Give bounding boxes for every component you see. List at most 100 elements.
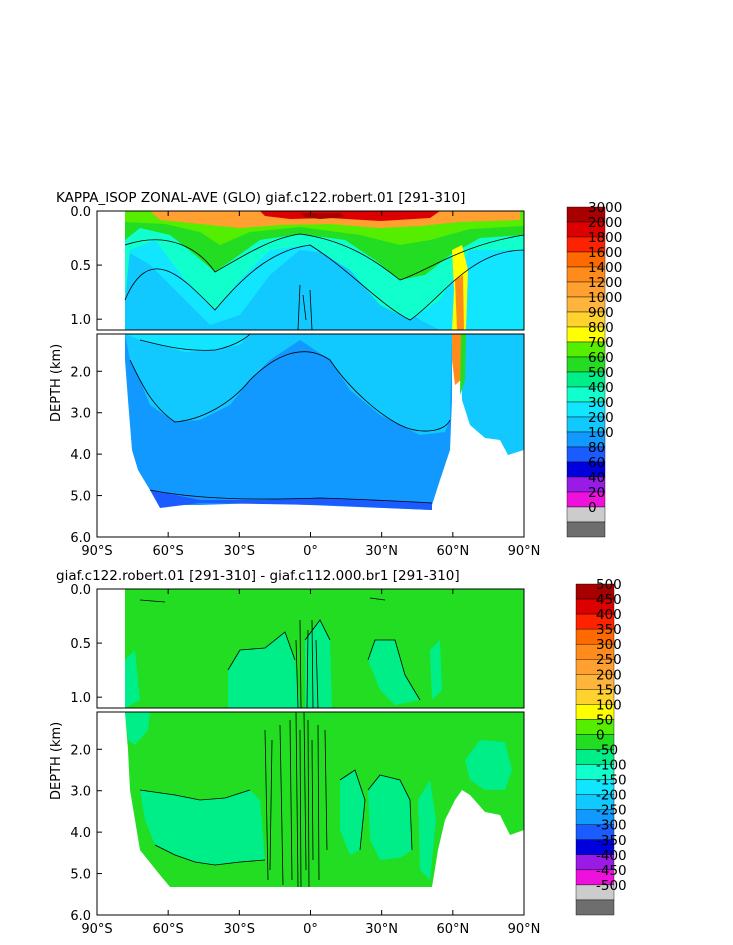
colorbar-label: 80 (588, 440, 605, 456)
x-tick-label: 90°S (81, 922, 112, 937)
colorbar-label: 20 (588, 485, 605, 501)
x-tick-label: 60°N (436, 922, 469, 937)
colorbar-label: 60 (588, 455, 605, 471)
bottom-lower-cyan-5 (125, 712, 150, 745)
colorbar-label: -350 (596, 833, 627, 849)
x-tick-label: 90°N (508, 544, 541, 559)
colorbar-label: 400 (596, 607, 622, 623)
colorbar-swatch (575, 899, 615, 916)
top-upper-field (97, 211, 524, 330)
bottom-lower-cyan-4 (418, 780, 436, 880)
y-tick-label: 1.0 (70, 691, 91, 706)
y-tick-label: 0.5 (70, 637, 91, 652)
x-tick-label: 60°S (153, 922, 184, 937)
y-tick-label: 0.0 (70, 583, 91, 598)
bottom-axes: 90°S 60°S 30°S 0° 30°N 60°N 90°N 0.0 0.5 1.0 2.0 3.… (70, 583, 540, 937)
x-tick-label: 30°S (224, 922, 255, 937)
top-lower-green-plume (460, 334, 466, 395)
colorbar-label: 150 (596, 682, 622, 698)
y-tick-label: 2.0 (70, 365, 91, 380)
top-lower-lightcyan-fill (125, 334, 250, 352)
x-tick-label: 30°S (224, 544, 255, 559)
top-ylabel: DEPTH (km) (49, 344, 64, 422)
colorbar-label: -50 (596, 743, 618, 759)
y-tick-label: 3.0 (70, 785, 91, 800)
top-upper-contours (124, 233, 524, 330)
colorbar-label: -150 (596, 773, 627, 789)
colorbar-label: 400 (588, 380, 614, 396)
colorbar-label: 1200 (588, 275, 622, 291)
colorbar-label: 200 (588, 410, 614, 426)
colorbar-label: 300 (588, 395, 614, 411)
top-axes: 90°S 60°S 30°S 0° 30°N 60°N 90°N 0.0 0.5 1.0 2.0 3.… (70, 205, 540, 559)
y-tick-label: 1.0 (70, 313, 91, 328)
colorbar-label: 0 (588, 500, 597, 516)
colorbar-label: -100 (596, 758, 627, 774)
colorbar-label: 600 (588, 350, 614, 366)
bottom-lower-cyan-6 (465, 740, 512, 790)
bottom-lower-field (97, 712, 524, 915)
colorbar-label: -450 (596, 863, 627, 879)
top-panel: KAPPA_ISOP ZONAL-AVE (GLO) giaf.c122.rob… (49, 190, 622, 559)
y-tick-label: 0.0 (70, 205, 91, 220)
x-tick-label: 0° (303, 922, 318, 937)
y-tick-label: 6.0 (70, 531, 91, 546)
y-tick-label: 4.0 (70, 448, 91, 463)
bottom-lower-cyan-2 (340, 770, 365, 855)
colorbar-label: -500 (596, 878, 627, 894)
colorbar-label: 1000 (588, 290, 622, 306)
colorbar-swatch (566, 521, 606, 538)
colorbar-swatch (566, 506, 606, 523)
y-tick-label: 0.5 (70, 259, 91, 274)
y-tick-label: 5.0 (70, 868, 91, 883)
bottom-upper-contours (139, 597, 421, 708)
bottom-panel: giaf.c122.robert.01 [291-310] - giaf.c11… (49, 568, 627, 937)
bottom-lower-cyan-1 (140, 790, 265, 865)
colorbar-label: 40 (588, 470, 605, 486)
x-tick-label: 90°N (508, 922, 541, 937)
bottom-upper-cyan-5 (125, 650, 140, 708)
colorbar-label: 1600 (588, 245, 622, 261)
colorbar-label: -300 (596, 818, 627, 834)
colorbar-label: -200 (596, 788, 627, 804)
bottom-upper-field (97, 589, 524, 708)
colorbar-label: 800 (588, 320, 614, 336)
colorbar-label: 450 (596, 592, 622, 608)
colorbar-label: 2000 (588, 215, 622, 231)
top-lower-cyan-fill (125, 334, 452, 435)
bottom-title: giaf.c122.robert.01 [291-310] - giaf.c11… (56, 568, 460, 584)
colorbar-label: 50 (596, 712, 613, 728)
colorbar-label: 350 (596, 622, 622, 638)
top-lower-yellow-plume (452, 334, 462, 385)
y-tick-label: 6.0 (70, 909, 91, 924)
colorbar-label: 500 (596, 577, 622, 593)
x-tick-label: 60°N (436, 544, 469, 559)
colorbar-label: 100 (588, 425, 614, 441)
colorbar-label: 200 (596, 667, 622, 683)
colorbar-label: 700 (588, 335, 614, 351)
bottom-colorbar: 500450400350300250200150100500-50-100-15… (575, 577, 627, 916)
y-tick-label: 5.0 (70, 490, 91, 505)
top-upper-orange-plume (455, 275, 464, 330)
top-lower-field (97, 334, 524, 537)
bottom-upper-cyan-2 (305, 620, 332, 708)
bottom-upper-land-mask (97, 589, 125, 708)
colorbar-label: 500 (588, 365, 614, 381)
top-upper-deep-band (125, 250, 440, 330)
bottom-lower-contours (139, 712, 413, 888)
top-lower-contours (129, 334, 451, 504)
bottom-ylabel: DEPTH (km) (49, 722, 64, 800)
colorbar-label: 1400 (588, 260, 622, 276)
bottom-lower-cyan-3 (368, 775, 412, 860)
x-tick-label: 60°S (153, 544, 184, 559)
colorbar-label: 250 (596, 652, 622, 668)
colorbar-label: 100 (596, 697, 622, 713)
bottom-upper-cyan-1 (228, 632, 300, 708)
top-upper-dark-core (300, 213, 345, 219)
y-tick-label: 4.0 (70, 826, 91, 841)
bottom-upper-cyan-4 (430, 640, 442, 700)
x-tick-label: 30°N (365, 922, 398, 937)
colorbar-label: 300 (596, 637, 622, 653)
bottom-upper-cyan-3 (368, 640, 420, 705)
